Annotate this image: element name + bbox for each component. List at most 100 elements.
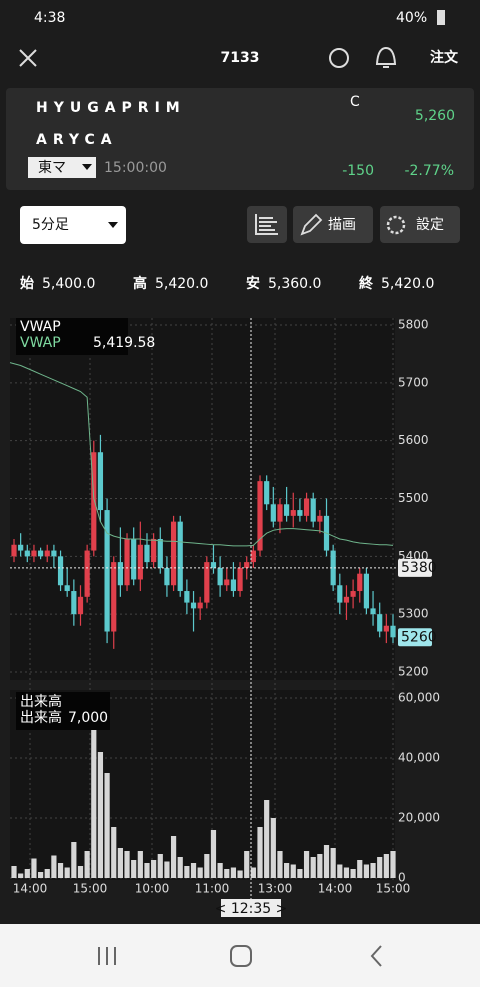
vwap-line [9, 362, 394, 547]
candle-body [383, 625, 389, 632]
volume-bar [57, 863, 64, 878]
settings-button[interactable] [380, 206, 460, 243]
order-button[interactable]: 注文 [430, 49, 459, 66]
volume-bar [337, 864, 343, 878]
candle-body [377, 614, 383, 632]
ohlc-row: 始 5,400.0 高 5,420.0 安 5,360.0 終 5,420.0 [20, 275, 434, 292]
candle-body [343, 596, 350, 603]
candle-body [204, 562, 210, 603]
volume-bar [250, 867, 256, 878]
price: 5,260 [415, 108, 455, 124]
draw-button[interactable] [293, 206, 373, 243]
candle-body [224, 579, 230, 586]
candle-body [303, 498, 310, 516]
ohlc-label: 終 [359, 275, 374, 292]
change: -150 [342, 163, 374, 179]
close-button[interactable] [19, 49, 37, 67]
candle-body [350, 591, 356, 597]
candle-body [370, 608, 376, 615]
legend-value: 5,419.58 [93, 335, 155, 351]
ohlc-label: 高 [133, 275, 147, 292]
y-tick-label: 0 [398, 871, 406, 885]
legend-title: VWAP [20, 319, 61, 335]
y-tick-label: 5200 [398, 665, 429, 679]
candle-body [297, 510, 303, 516]
candle-body [144, 544, 150, 563]
home[interactable] [230, 945, 252, 967]
crosshair-time-box [221, 899, 281, 917]
candle-body [137, 544, 143, 580]
volume-bar [37, 872, 44, 878]
candle-body [57, 556, 64, 586]
x-tick-label: 10:00 [135, 882, 170, 896]
draw-label: 描画 [328, 217, 356, 233]
volume-bar [210, 830, 217, 878]
back[interactable] [370, 945, 382, 967]
recent-apps[interactable] [98, 947, 116, 965]
volume-legend-box [16, 692, 110, 730]
volume-bar [290, 864, 296, 878]
candle-body [124, 538, 130, 586]
candle-body [390, 625, 396, 638]
volume-bar [357, 860, 363, 878]
y-tick-label: 5500 [398, 491, 429, 505]
candle-body [117, 562, 123, 586]
candle-body [244, 562, 250, 568]
candle-body [310, 498, 316, 522]
volume-value: 7,000 [68, 710, 108, 726]
interval: 5分足 [32, 217, 69, 233]
volume-bar [217, 863, 223, 878]
refresh-button[interactable] [329, 48, 349, 68]
candle-body [131, 538, 137, 580]
volume-bar [264, 800, 270, 878]
battery-icon [437, 10, 445, 25]
volume-title: 出来高 [20, 693, 62, 710]
price-panel [10, 318, 395, 680]
volume-bar [184, 866, 190, 878]
volume-bar [97, 752, 104, 878]
interval-select[interactable] [20, 206, 126, 244]
volume-bar [144, 863, 150, 878]
volume-bar [170, 836, 177, 878]
volume-bar [11, 866, 17, 878]
x-tick-label: 14:00 [13, 882, 48, 896]
volume-bar [350, 869, 356, 878]
candle-body [84, 550, 90, 597]
candle-body [111, 562, 117, 632]
candle-body [210, 562, 217, 568]
volume-bar [310, 857, 316, 878]
marks: 5380 5260 [9, 318, 437, 899]
volume-bar [131, 860, 137, 878]
symbol: 7133 [221, 50, 260, 66]
alert-button[interactable] [375, 46, 397, 68]
candle-body [91, 452, 97, 551]
list-button[interactable] [247, 206, 287, 243]
dropdown-icon [82, 164, 92, 170]
candle-body [164, 567, 170, 586]
volume-bar [303, 851, 310, 878]
volume-bar [390, 851, 396, 878]
volume-bar [204, 854, 210, 878]
volume-bar [370, 863, 376, 878]
volume-bar [230, 867, 237, 878]
candle-body [197, 602, 203, 609]
x-tick-label: 15:00 [376, 882, 411, 896]
volume-bar [104, 773, 110, 878]
candle-body [190, 602, 197, 609]
last-price: 5260 [401, 629, 437, 645]
nav-bar [0, 924, 480, 987]
close-flag: C [350, 94, 360, 110]
y-tick-label: 40,000 [398, 751, 440, 765]
legend-box [16, 318, 128, 355]
market: 東マ [38, 160, 66, 176]
change-pct: -2.77% [404, 163, 454, 179]
volume-bar [31, 858, 37, 878]
volume-bar [377, 857, 383, 878]
volume-bar [237, 870, 243, 878]
last-price-tag [398, 628, 432, 647]
market-select[interactable] [28, 157, 96, 178]
volume-bar [111, 827, 117, 878]
volume-bar [84, 851, 90, 878]
